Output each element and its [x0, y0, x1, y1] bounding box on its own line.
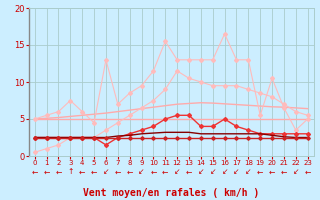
Text: ↙: ↙ [210, 168, 216, 176]
Text: ↙: ↙ [221, 168, 228, 176]
Text: Vent moyen/en rafales ( km/h ): Vent moyen/en rafales ( km/h ) [83, 188, 259, 198]
Text: ←: ← [162, 168, 168, 176]
Text: ←: ← [186, 168, 192, 176]
Text: ↙: ↙ [198, 168, 204, 176]
Text: ↙: ↙ [103, 168, 109, 176]
Text: ↙: ↙ [174, 168, 180, 176]
Text: ←: ← [150, 168, 156, 176]
Text: ←: ← [115, 168, 121, 176]
Text: ←: ← [32, 168, 38, 176]
Text: ←: ← [281, 168, 287, 176]
Text: ←: ← [304, 168, 311, 176]
Text: ←: ← [79, 168, 85, 176]
Text: ←: ← [44, 168, 50, 176]
Text: ←: ← [55, 168, 62, 176]
Text: ↑: ↑ [67, 168, 74, 176]
Text: ↙: ↙ [245, 168, 252, 176]
Text: ←: ← [126, 168, 133, 176]
Text: ↙: ↙ [138, 168, 145, 176]
Text: ↙: ↙ [233, 168, 240, 176]
Text: ←: ← [91, 168, 97, 176]
Text: ←: ← [257, 168, 263, 176]
Text: ↙: ↙ [292, 168, 299, 176]
Text: ←: ← [269, 168, 275, 176]
